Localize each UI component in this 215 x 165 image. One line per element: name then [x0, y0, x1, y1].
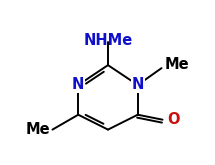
Text: Me: Me [26, 122, 51, 137]
Text: Me: Me [164, 57, 189, 72]
Text: NHMe: NHMe [83, 33, 133, 48]
Text: N: N [132, 78, 144, 92]
Text: O: O [167, 112, 180, 127]
Text: N: N [72, 78, 84, 92]
